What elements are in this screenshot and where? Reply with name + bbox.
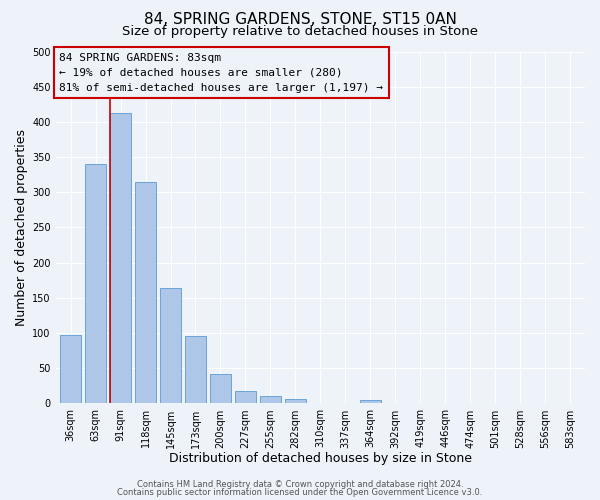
Text: 84, SPRING GARDENS, STONE, ST15 0AN: 84, SPRING GARDENS, STONE, ST15 0AN: [143, 12, 457, 28]
Bar: [110, 114, 131, 404]
Bar: [359, 400, 381, 404]
X-axis label: Distribution of detached houses by size in Stone: Distribution of detached houses by size …: [169, 452, 472, 465]
Bar: [185, 336, 206, 404]
Bar: [135, 182, 156, 404]
Bar: [285, 399, 306, 404]
Text: 84 SPRING GARDENS: 83sqm
← 19% of detached houses are smaller (280)
81% of semi-: 84 SPRING GARDENS: 83sqm ← 19% of detach…: [59, 53, 383, 92]
Bar: [85, 164, 106, 404]
Text: Contains HM Land Registry data © Crown copyright and database right 2024.: Contains HM Land Registry data © Crown c…: [137, 480, 463, 489]
Text: Contains public sector information licensed under the Open Government Licence v3: Contains public sector information licen…: [118, 488, 482, 497]
Bar: [260, 396, 281, 404]
Bar: [210, 374, 231, 404]
Bar: [235, 391, 256, 404]
Y-axis label: Number of detached properties: Number of detached properties: [15, 129, 28, 326]
Bar: [60, 335, 81, 404]
Text: Size of property relative to detached houses in Stone: Size of property relative to detached ho…: [122, 25, 478, 38]
Bar: [160, 288, 181, 404]
